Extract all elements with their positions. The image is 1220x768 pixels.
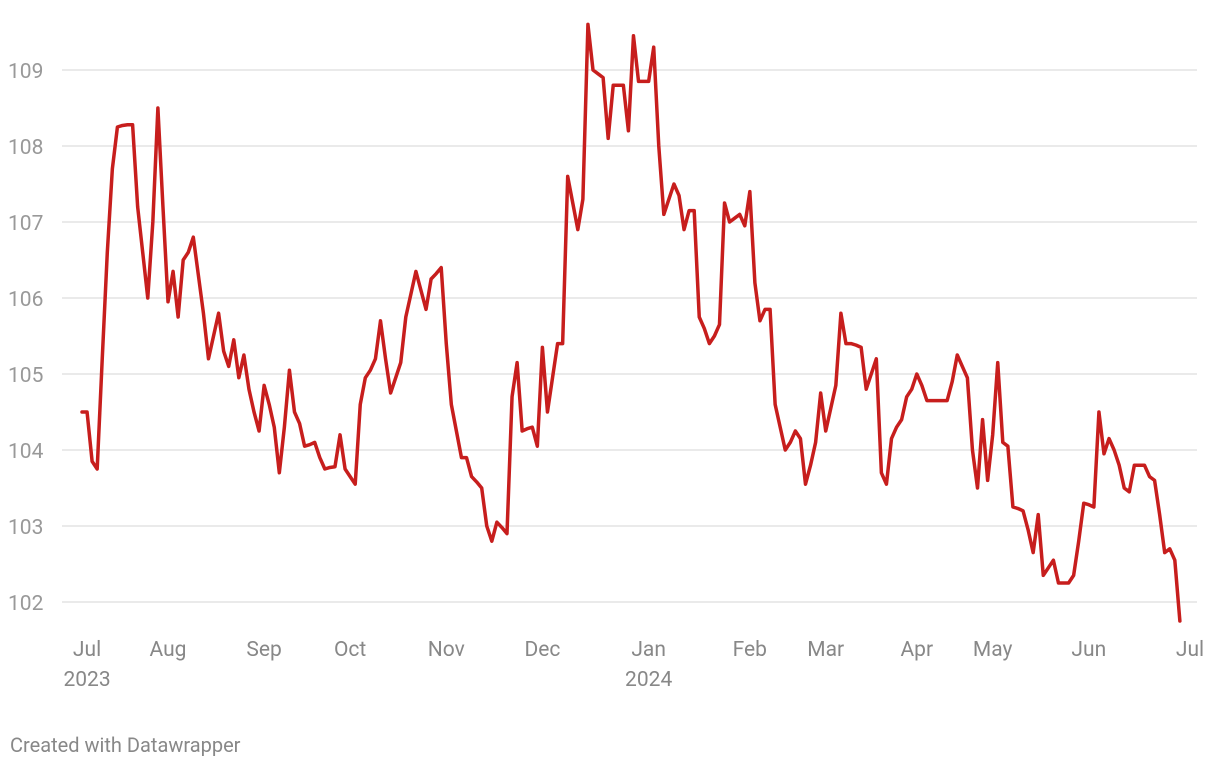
x-tick-label: Dec [524, 638, 560, 662]
y-tick-label: 103 [8, 516, 43, 540]
x-year-label: 2023 [63, 668, 110, 692]
x-tick-label: Mar [807, 638, 844, 662]
x-tick-label: Feb [733, 638, 767, 662]
y-tick-label: 107 [8, 212, 43, 236]
y-tick-label: 102 [8, 592, 44, 616]
x-tick-label: Nov [428, 638, 465, 662]
x-tick-label: Aug [150, 638, 187, 662]
x-year-label: 2024 [625, 668, 672, 692]
x-tick-label: May [973, 638, 1013, 662]
y-tick-label: 108 [8, 136, 43, 160]
x-tick-label: Oct [334, 638, 366, 662]
y-tick-label: 105 [8, 364, 43, 388]
x-tick-label: Jul [1176, 638, 1204, 662]
credit: Created with Datawrapper [10, 733, 241, 757]
line [80, 22, 1182, 623]
y-tick-label: 106 [8, 288, 43, 312]
x-tick-label: Apr [900, 638, 933, 662]
x-tick-label: Sep [246, 638, 281, 662]
y-tick-label: 109 [8, 60, 43, 84]
y-tick-label: 104 [8, 440, 44, 464]
x-tick-label: Jun [1071, 638, 1106, 662]
x-tick-label: Jul [73, 638, 101, 662]
x-tick-label: Jan [631, 638, 666, 662]
